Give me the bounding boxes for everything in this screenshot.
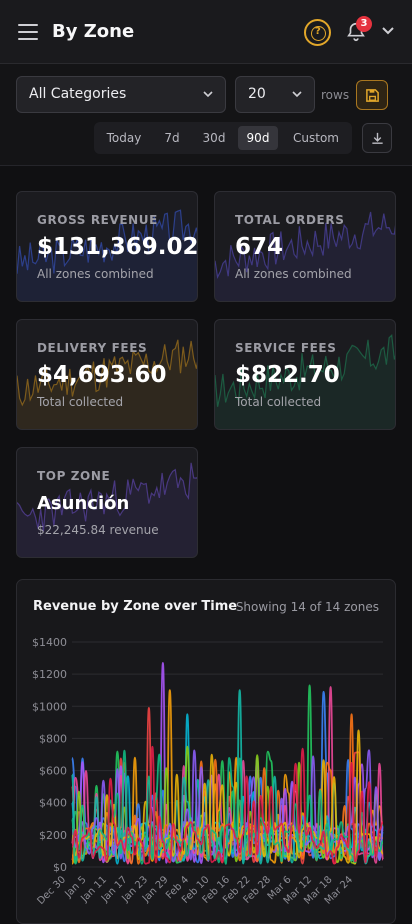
card-label: DELIVERY FEES (37, 341, 148, 355)
chart-zone-count: Showing 14 of 14 zones (235, 600, 379, 614)
download-icon (372, 132, 383, 144)
app-header: By Zone ? 3 (0, 0, 412, 64)
range-custom-button[interactable]: Custom (293, 131, 339, 145)
download-button[interactable] (362, 123, 392, 153)
card-subtext: $22,245.84 revenue (37, 523, 159, 537)
delivery-fees-sparkline (17, 339, 197, 429)
range-30d-button[interactable]: 30d (202, 131, 226, 145)
sparkline-area (17, 462, 197, 557)
range-90d-button[interactable]: 90d (238, 126, 278, 150)
card-value: Asunción (37, 493, 130, 514)
category-select[interactable]: All Categories (16, 76, 226, 113)
save-icon (366, 89, 379, 102)
sparkline-line (17, 339, 197, 407)
y-tick-label: $600 (39, 765, 67, 778)
sparkline-area (215, 335, 395, 429)
zone-series-line[interactable] (71, 690, 384, 864)
card-label: TOTAL ORDERS (235, 213, 345, 227)
sparkline-line (215, 334, 395, 407)
card-value: $4,693.60 (37, 362, 167, 388)
card-label: TOP ZONE (37, 469, 111, 483)
sparkline-line (17, 462, 197, 532)
card-value: $822.70 (235, 362, 340, 388)
zone-series-line[interactable] (71, 729, 384, 865)
top-zone-sparkline (17, 462, 197, 557)
y-tick-label: $0 (53, 861, 67, 874)
y-tick-label: $1000 (32, 700, 67, 713)
gross-revenue-card: GROSS REVENUE $131,369.02 All zones comb… (16, 191, 198, 302)
y-tick-label: $400 (39, 797, 67, 810)
zone-series-line[interactable] (71, 745, 384, 865)
card-value: 674 (235, 234, 284, 260)
sparkline-area (215, 212, 395, 301)
save-button[interactable] (356, 80, 388, 110)
chevron-down-icon[interactable] (381, 26, 395, 36)
notification-badge: 3 (356, 16, 372, 32)
rows-label: rows (321, 88, 350, 102)
y-tick-label: $200 (39, 829, 67, 842)
card-subtext: Total collected (37, 395, 124, 409)
chevron-down-icon (203, 91, 213, 98)
card-subtext: All zones combined (37, 267, 154, 281)
sparkline-line (215, 211, 395, 279)
total-orders-sparkline (215, 211, 395, 301)
chart-title: Revenue by Zone over Time (33, 599, 238, 614)
service-fees-sparkline (215, 334, 395, 429)
zone-series-line[interactable] (71, 749, 384, 865)
card-subtext: All zones combined (235, 267, 352, 281)
range-today-button[interactable]: Today (106, 131, 142, 145)
range-7d-button[interactable]: 7d (164, 131, 180, 145)
sparkline-area (17, 210, 197, 301)
revenue-by-zone-panel: Revenue by Zone over Time Showing 14 of … (16, 579, 396, 924)
total-orders-card: TOTAL ORDERS 674 All zones combined (214, 191, 396, 302)
y-tick-label: $1200 (32, 668, 67, 681)
help-icon[interactable]: ? (304, 19, 331, 46)
card-subtext: Total collected (235, 395, 322, 409)
gross-revenue-sparkline (17, 209, 197, 301)
card-label: GROSS REVENUE (37, 213, 158, 227)
category-select-value: All Categories (29, 86, 127, 102)
y-tick-label: $1400 (32, 636, 67, 649)
menu-icon[interactable] (18, 24, 38, 40)
chevron-down-icon (292, 91, 302, 98)
rows-select[interactable]: 20 (235, 76, 315, 113)
top-zone-card: TOP ZONE Asunción $22,245.84 revenue (16, 447, 198, 558)
page-title: By Zone (52, 21, 135, 42)
rows-select-value: 20 (248, 86, 266, 102)
card-label: SERVICE FEES (235, 341, 337, 355)
date-range-segmented: Today 7d 30d 90d Custom (94, 122, 352, 154)
sparkline-line (17, 209, 197, 274)
y-tick-label: $800 (39, 732, 67, 745)
service-fees-card: SERVICE FEES $822.70 Total collected (214, 319, 396, 430)
delivery-fees-card: DELIVERY FEES $4,693.60 Total collected (16, 319, 198, 430)
card-value: $131,369.02 (37, 234, 198, 260)
